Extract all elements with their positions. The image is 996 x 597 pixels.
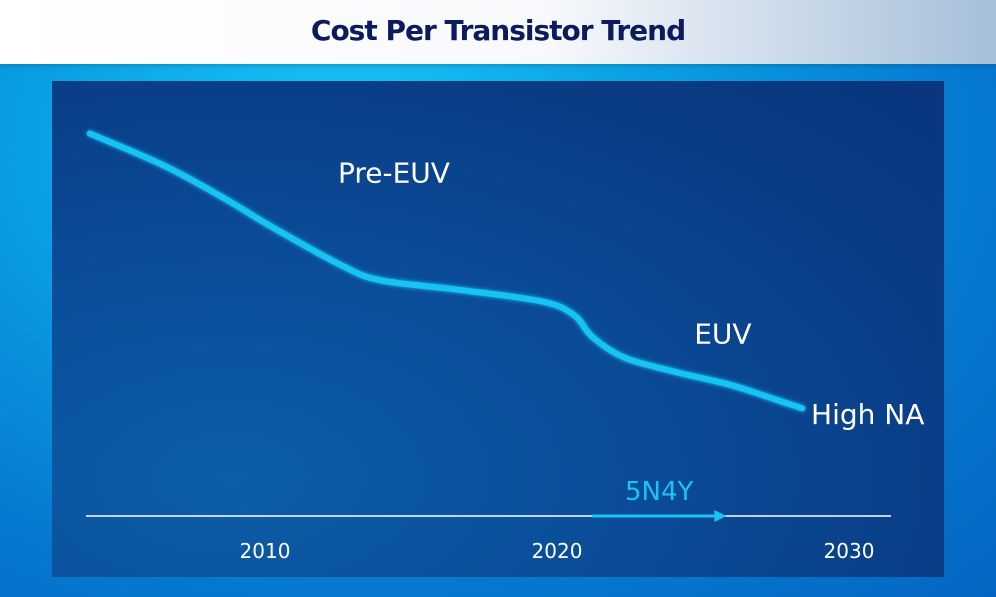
x-tick-label: 2020	[532, 539, 583, 563]
title-bar: Cost Per Transistor Trend	[0, 0, 996, 64]
x-tick-label: 2030	[824, 539, 875, 563]
x-tick-label: 2010	[240, 539, 291, 563]
annotation-label: EUV	[694, 318, 751, 351]
range-arrow-head	[714, 510, 727, 522]
chart: 2010 2020 2030 Pre-EUV EUV High NA 5N4Y	[86, 130, 924, 563]
chart-panel: 2010 2020 2030 Pre-EUV EUV High NA 5N4Y	[52, 81, 944, 577]
range-arrow-label: 5N4Y	[625, 477, 694, 507]
annotation-label: Pre-EUV	[338, 157, 450, 190]
annotation-label: High NA	[811, 398, 924, 431]
series-line	[86, 130, 806, 412]
page-title: Cost Per Transistor Trend	[310, 14, 686, 47]
